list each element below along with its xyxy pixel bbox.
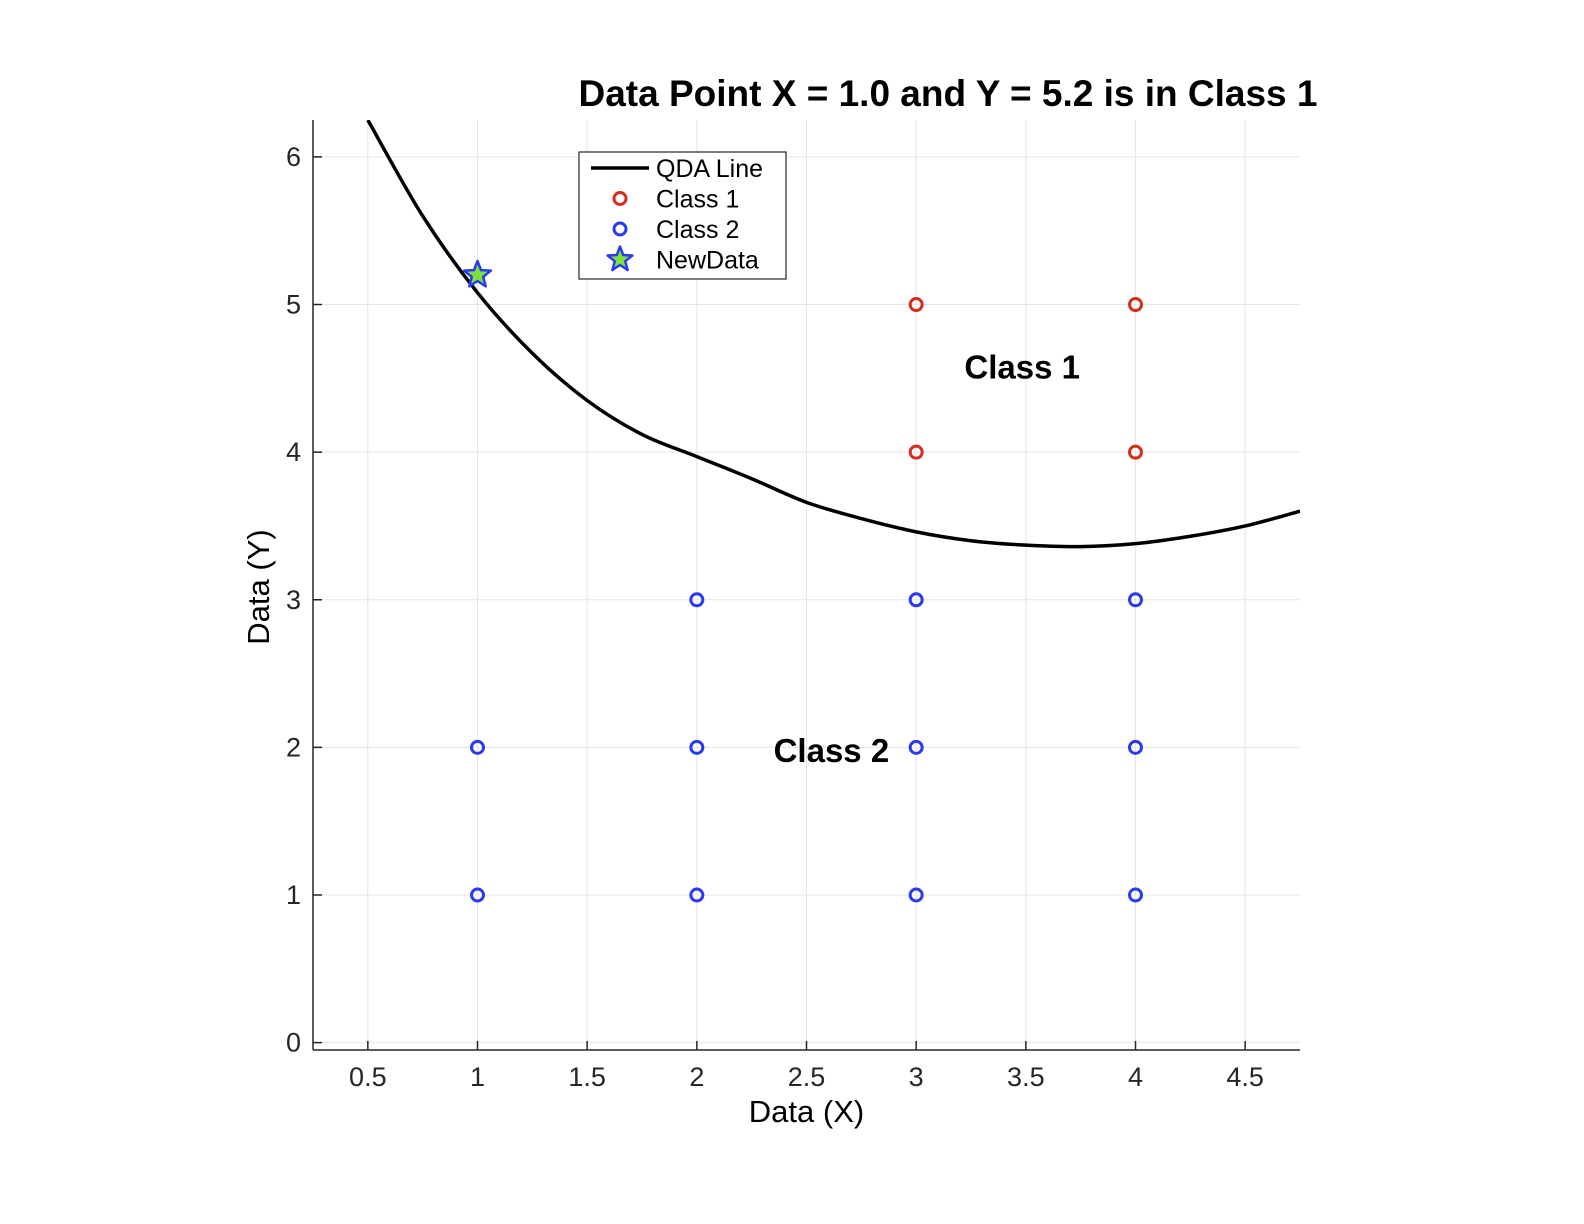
x-tick-label: 3.5: [1007, 1062, 1045, 1092]
class-2-point: [470, 739, 485, 755]
class-1-point: [908, 297, 924, 313]
class-1-point: [1128, 444, 1143, 460]
newdata-star-point: [462, 259, 493, 288]
y-tick-label: 3: [286, 585, 301, 615]
x-tick-label: 2.5: [788, 1062, 826, 1092]
qda-line: [366, 120, 1300, 549]
y-axis-label: Data (Y): [241, 529, 276, 644]
class-1-point: [908, 444, 924, 460]
class-2-point: [1128, 739, 1143, 755]
legend-entry-label: Class 2: [656, 216, 739, 244]
legend-circle-swatch: [612, 221, 628, 237]
plot-area: [366, 120, 1300, 903]
x-tick-label: 1.5: [568, 1062, 606, 1092]
x-tick-label: 3: [909, 1062, 924, 1092]
class-annotation-label: Class 1: [964, 348, 1080, 385]
y-tick-label: 4: [286, 437, 301, 467]
y-tick-label: 2: [286, 732, 301, 762]
y-tick-label: 6: [286, 142, 301, 172]
x-tick-label: 4.5: [1226, 1062, 1264, 1092]
x-tick-label: 4: [1128, 1062, 1143, 1092]
y-tick-label: 1: [286, 880, 301, 910]
x-tick-label: 2: [689, 1062, 704, 1092]
x-axis-label: Data (X): [749, 1094, 864, 1129]
legend-entry-label: Class 1: [656, 186, 739, 214]
chart-title: Data Point X = 1.0 and Y = 5.2 is in Cla…: [579, 73, 1318, 114]
class-2-point: [689, 887, 705, 903]
class-2-point: [908, 592, 924, 608]
y-tick-label: 0: [286, 1028, 301, 1058]
legend-entry-label: NewData: [656, 247, 759, 275]
class-2-point: [689, 592, 705, 608]
class-2-point: [689, 739, 705, 755]
axes: 0.5 1 1.5 2 2.5 3 3.5 4 4.5 0 1 2 3 4 5 6: [286, 120, 1300, 1092]
legend-circle-swatch: [612, 191, 628, 206]
class-2-point: [1128, 887, 1143, 903]
class-annotation-label: Class 2: [774, 732, 890, 769]
annotations: Class 1 Class 2: [774, 348, 1080, 769]
grid: [313, 120, 1300, 1050]
class-2-point: [908, 887, 924, 903]
x-tick-label: 1: [470, 1062, 485, 1092]
class-2-point: [470, 887, 485, 903]
class-1-point: [1128, 297, 1143, 313]
legend-entry-label: QDA Line: [656, 155, 763, 183]
class-2-point: [1128, 592, 1143, 608]
class-2-point: [908, 739, 924, 755]
legend-star-swatch: [606, 245, 634, 272]
x-tick-label: 0.5: [349, 1062, 387, 1092]
y-tick-label: 5: [286, 290, 301, 320]
